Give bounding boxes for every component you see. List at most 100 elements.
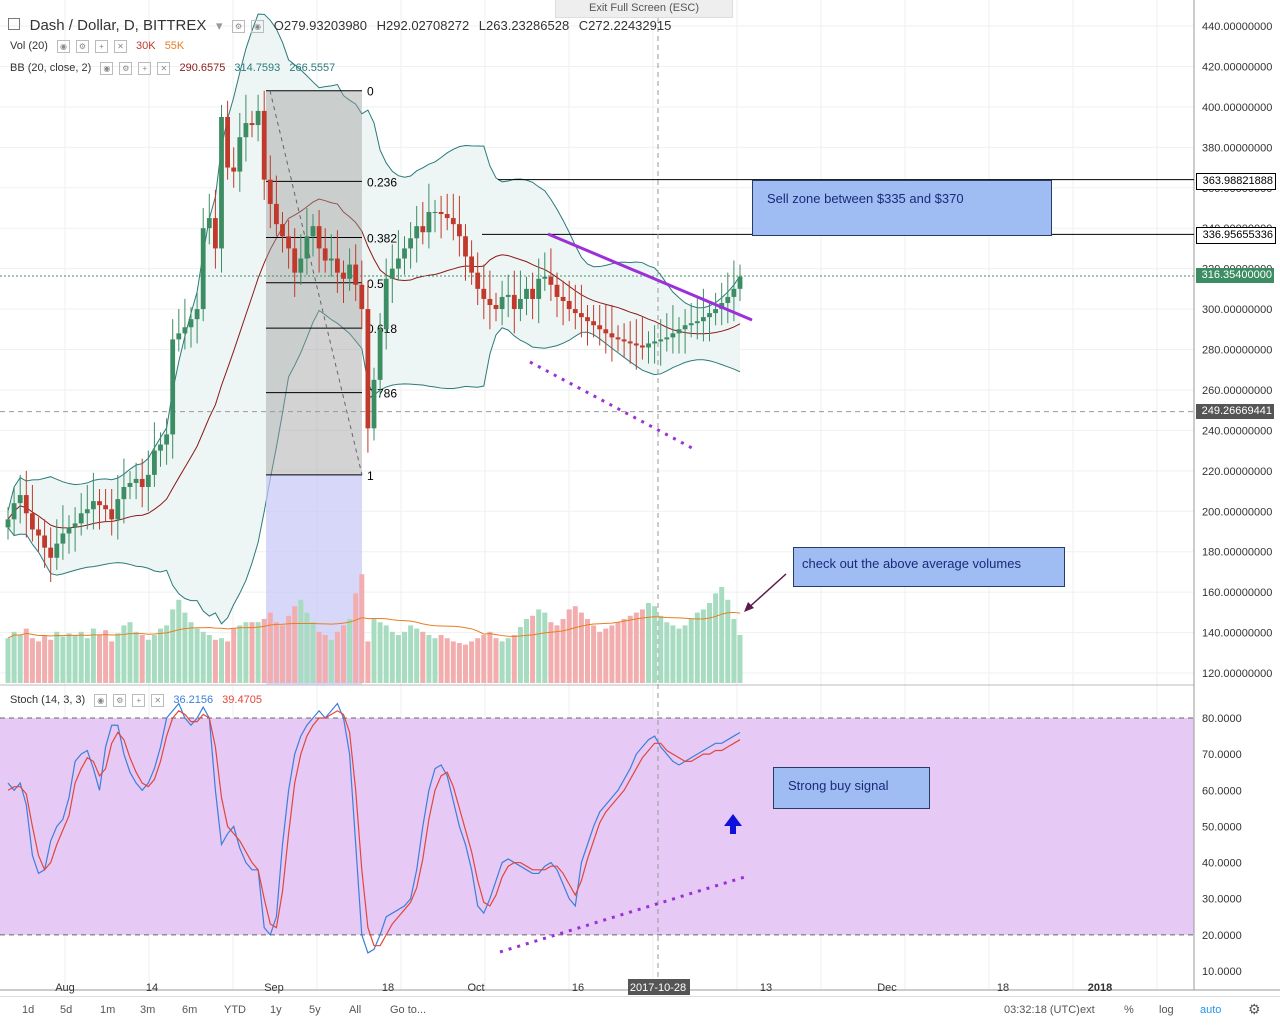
candle-body [530, 288, 535, 299]
time-tick-label: Oct [467, 982, 484, 994]
chart-menu-icon[interactable] [8, 18, 20, 30]
bb-label[interactable]: BB (20, close, 2) [10, 62, 92, 75]
settings-icon[interactable]: ⚙ [119, 62, 133, 75]
price-tick-label: 240.00000000 [1202, 425, 1272, 437]
timeframe-1y[interactable]: 1y [270, 1004, 282, 1016]
goto-button[interactable]: Go to... [390, 1004, 427, 1016]
volume-bar [725, 599, 731, 683]
candle-body [286, 236, 291, 249]
volume-bar [127, 622, 133, 683]
volume-bar [639, 609, 645, 683]
volume-bar [365, 641, 371, 683]
candle-body [438, 212, 444, 215]
candle-body [60, 533, 66, 544]
volume-bar [402, 631, 407, 683]
percent-toggle[interactable]: % [1124, 1004, 1134, 1016]
candle-body [42, 535, 47, 548]
timeframe-1d[interactable]: 1d [22, 1004, 35, 1016]
time-tick-label: 13 [760, 982, 772, 994]
volume-label[interactable]: Vol (20) [10, 40, 48, 53]
timeframe-5y[interactable]: 5y [309, 1004, 321, 1016]
volume-bar [359, 574, 365, 683]
gear-icon[interactable]: ⚙ [1248, 1001, 1261, 1017]
close-icon[interactable]: ✕ [151, 694, 165, 707]
volume-bar [219, 638, 224, 683]
downtrend-line [547, 232, 753, 322]
ext-toggle[interactable]: ext [1080, 1004, 1095, 1016]
candle-body [591, 321, 596, 326]
volume-bar [713, 593, 719, 683]
add-icon[interactable]: + [138, 62, 152, 75]
timeframe-5d[interactable]: 5d [60, 1004, 73, 1016]
symbol-title[interactable]: Dash / Dollar, D, BITTREX [29, 17, 207, 34]
candle-body [585, 317, 590, 322]
volume-value-b: 55K [164, 40, 185, 53]
candle-body [676, 329, 682, 334]
price-tick-label: 140.00000000 [1202, 628, 1272, 640]
bollinger-fill [8, 14, 740, 624]
timeframe-ytd[interactable]: YTD [224, 1004, 246, 1016]
volume-bar [572, 606, 578, 683]
candle-body [30, 513, 35, 530]
close-icon[interactable]: ✕ [157, 62, 171, 75]
volume-bar [5, 638, 11, 683]
candle-body [566, 300, 572, 310]
price-tick-label: 180.00000000 [1202, 547, 1272, 559]
bb-legend: BB (20, close, 2) ◉ ⚙ + ✕ 290.6575 314.7593… [10, 62, 341, 75]
timeframe-all[interactable]: All [349, 1004, 362, 1016]
timeframe-1m[interactable]: 1m [100, 1004, 116, 1016]
candle-body [115, 499, 121, 520]
stoch-tick-label: 70.0000 [1202, 749, 1242, 761]
add-icon[interactable]: + [94, 40, 108, 53]
candle-body [322, 248, 328, 261]
timeframe-3m[interactable]: 3m [140, 1004, 156, 1016]
stoch-label[interactable]: Stoch (14, 3, 3) [10, 694, 86, 707]
volume-bar [615, 622, 621, 683]
volume-bar [633, 612, 639, 683]
exit-fullscreen-button[interactable]: Exit Full Screen (ESC) [555, 0, 733, 18]
candle-body [658, 339, 664, 342]
chevron-down-icon[interactable]: ▾ [215, 18, 223, 33]
log-toggle[interactable]: log [1159, 1004, 1174, 1016]
settings-icon[interactable]: ⚙ [75, 40, 89, 53]
stoch-tick-label: 30.0000 [1202, 894, 1242, 906]
volume-bar [145, 639, 151, 683]
eye-icon[interactable]: ◉ [100, 62, 114, 75]
volume-bar [566, 609, 572, 683]
candle-body [164, 434, 169, 445]
eye-icon[interactable]: ◉ [94, 694, 108, 707]
volume-bar [103, 630, 109, 683]
bottom-toolbar: 03:32:18 (UTC) ext % log auto ⚙ Go to...… [0, 996, 1280, 1025]
volume-bar [158, 628, 163, 683]
candle-body [194, 309, 200, 320]
settings-icon[interactable]: ⚙ [113, 694, 127, 707]
volume-bar [194, 628, 200, 683]
lower-support-dotted [529, 360, 693, 450]
volume-bar [298, 599, 304, 683]
candle-body [511, 294, 517, 310]
auto-toggle[interactable]: auto [1200, 1004, 1222, 1016]
volume-bar [420, 631, 426, 683]
candle-body [17, 495, 23, 504]
candle-body [188, 319, 194, 328]
candle-body [249, 123, 255, 126]
timeframe-6m[interactable]: 6m [182, 1004, 198, 1016]
close-icon[interactable]: ✕ [113, 40, 127, 53]
candle-body [548, 276, 554, 285]
candle-body [402, 248, 407, 259]
fib-label: 1 [367, 469, 374, 483]
eye-icon[interactable]: ◉ [56, 40, 70, 53]
eye-icon[interactable]: ◉ [251, 20, 265, 34]
price-tick-label: 300.00000000 [1202, 304, 1272, 316]
add-icon[interactable]: + [132, 694, 146, 707]
volume-bar [511, 635, 517, 683]
volume-bar [29, 638, 35, 683]
candle-body [78, 513, 84, 524]
volume-bar [444, 638, 450, 683]
candle-body [139, 478, 145, 487]
settings-icon[interactable]: ⚙ [232, 20, 246, 34]
candle-body [597, 325, 603, 330]
candle-body [426, 212, 432, 233]
volume-bar [578, 612, 584, 683]
candle-body [66, 527, 72, 534]
